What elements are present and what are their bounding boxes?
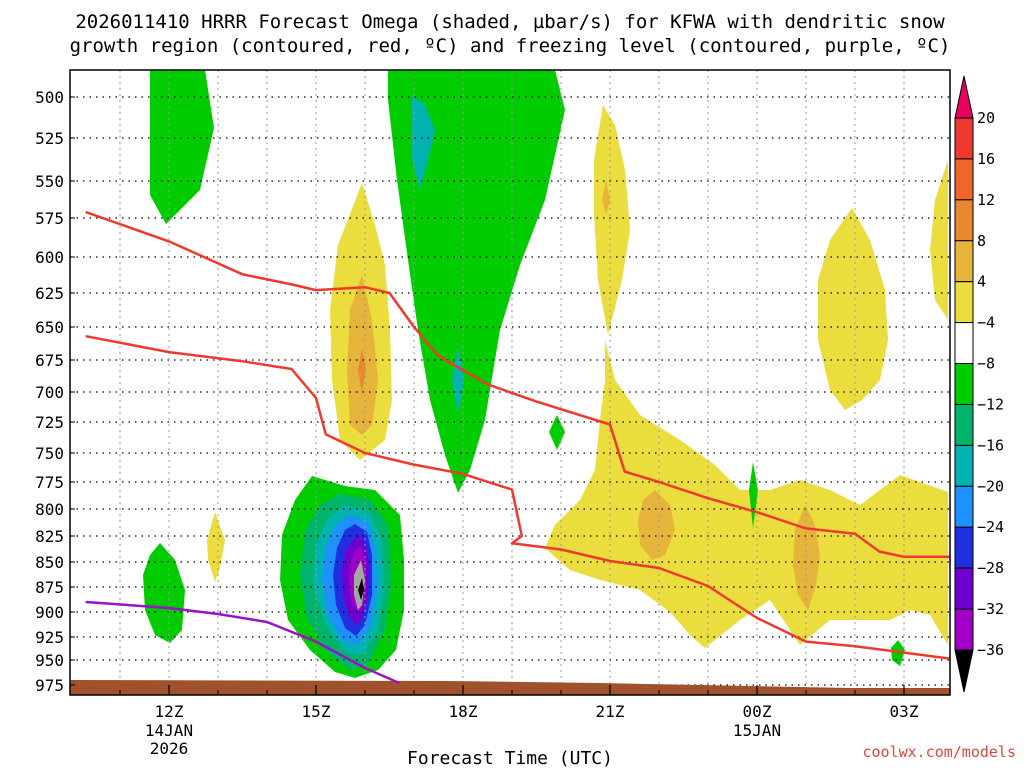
colorbar-segment	[954, 363, 974, 405]
y-tick-label: 500	[35, 88, 64, 107]
omega-orange-21z-upper	[602, 180, 610, 215]
y-tick-label: 775	[35, 473, 64, 492]
contour-line	[85, 600, 400, 685]
colorbar-label: −8	[977, 355, 995, 373]
x-tick-label: 03Z	[890, 702, 919, 721]
omega-level-minus36	[358, 578, 364, 600]
colorbar-segment	[954, 281, 974, 324]
omega-orange-22z-blob	[638, 490, 675, 560]
y-tick-label: 825	[35, 527, 64, 546]
y-tick-label: 675	[35, 351, 64, 370]
y-tick-label: 625	[35, 284, 64, 303]
omega-yellow-01z-blob	[818, 208, 888, 410]
y-tick-label: 975	[35, 676, 64, 695]
colorbar-bottom-arrow	[954, 649, 974, 693]
x-tick-label: 18Z	[449, 702, 478, 721]
colorbar-segment	[954, 240, 974, 283]
omega-shading	[143, 70, 948, 678]
y-tick-label: 700	[35, 383, 64, 402]
y-tick-label: 650	[35, 318, 64, 337]
omega-cyan-core-upper	[412, 95, 435, 190]
omega-green-11z-low	[143, 543, 185, 643]
colorbar-label: 8	[977, 232, 986, 250]
y-tick-label: 575	[35, 209, 64, 228]
colorbar-segment	[954, 526, 974, 569]
x-tick-label: 15Z	[302, 702, 331, 721]
colorbar-label: −4	[977, 314, 995, 332]
x-tick-label: 00Z	[743, 702, 772, 721]
colorbar-label: −12	[977, 395, 1004, 413]
x-axis-label: Forecast Time (UTC)	[407, 748, 613, 768]
colorbar-segment	[954, 117, 974, 160]
y-tick-label: 600	[35, 248, 64, 267]
y-axis-ticks: 500 525 550 575 600 625 650 675 700 725 750 775 800 8…	[35, 88, 75, 695]
colorbar-segment	[954, 403, 974, 446]
y-tick-label: 550	[35, 172, 64, 191]
y-tick-label: 925	[35, 628, 64, 647]
omega-darkorange-16z-core	[358, 348, 366, 392]
credit-text: coolwx.com/models	[862, 743, 1016, 761]
colorbar-top-arrow	[954, 75, 974, 119]
omega-cyan-core-mid	[452, 345, 464, 415]
colorbar-label: 4	[977, 273, 986, 291]
chart-title-line1: 2026011410 HRRR Forecast Omega (shaded, …	[75, 11, 945, 33]
colorbar-label: 20	[977, 109, 995, 127]
colorbar-segment	[954, 485, 974, 528]
contour-line	[85, 334, 950, 660]
y-tick-label: 950	[35, 651, 64, 670]
ground-terrain	[70, 680, 950, 695]
colorbar-segment	[954, 608, 974, 651]
x-tick-year: 2026	[150, 739, 189, 758]
x-tick-label: 21Z	[596, 702, 625, 721]
colorbar-segment	[954, 158, 974, 201]
colorbar-segment	[954, 322, 974, 365]
colorbar-segment	[954, 567, 974, 610]
colorbar-label: −24	[977, 518, 1004, 536]
colorbar-label: −32	[977, 600, 1004, 618]
colorbar-label: −28	[977, 559, 1004, 577]
y-tick-label: 725	[35, 413, 64, 432]
colorbar-label: −36	[977, 641, 1004, 659]
y-tick-label: 750	[35, 444, 64, 463]
y-tick-label: 875	[35, 578, 64, 597]
colorbar-label: −20	[977, 477, 1004, 495]
chart-title-line2: growth region (contoured, red, ºC) and f…	[70, 35, 951, 57]
colorbar-label: −16	[977, 436, 1004, 454]
contour-lines	[85, 210, 950, 685]
omega-level-minus32	[354, 560, 365, 610]
grid-lines	[70, 70, 950, 695]
omega-green-main	[388, 70, 565, 493]
omega-yellow-21z-upper	[594, 105, 630, 335]
x-tick-date: 15JAN	[733, 721, 781, 740]
colorbar-label: 16	[977, 150, 995, 168]
colorbar-segment	[954, 444, 974, 487]
y-tick-label: 525	[35, 129, 64, 148]
x-tick-label: 12Z	[155, 702, 184, 721]
x-tick-date: 14JAN	[145, 721, 193, 740]
omega-yellow-13z-blob	[207, 512, 225, 582]
y-tick-label: 850	[35, 553, 64, 572]
plot-area	[70, 70, 950, 695]
omega-yellow-right-edge	[930, 160, 948, 320]
contour-line	[85, 210, 950, 559]
omega-green-top-left	[150, 70, 214, 224]
colorbar: 20 16 12 8 4 −4 −8 −12 −16 −20 −24 −28 −32 −36	[954, 75, 1004, 693]
omega-green-20z-diamond	[549, 415, 565, 450]
y-tick-label: 900	[35, 603, 64, 622]
y-tick-label: 800	[35, 500, 64, 519]
omega-green-00z-sliver	[749, 462, 758, 528]
plot-frame	[69, 69, 951, 696]
omega-yellow-low-level	[545, 340, 948, 648]
colorbar-segment	[954, 199, 974, 242]
colorbar-label: 12	[977, 191, 995, 209]
